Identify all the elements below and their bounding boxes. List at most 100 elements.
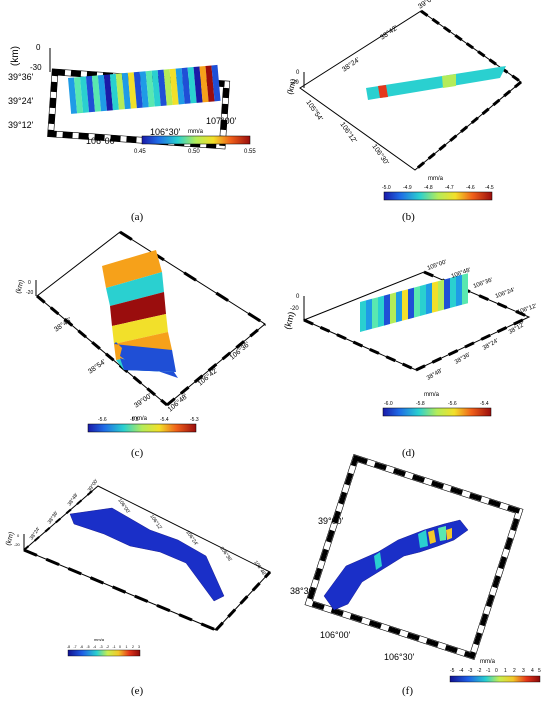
colorbar-d — [382, 407, 492, 417]
colorbar-tick-e-6: -2 — [106, 645, 109, 649]
fault-patch-d — [360, 300, 366, 332]
fault-patch-d — [378, 295, 384, 328]
colorbar-tick-f-4: -1 — [486, 668, 491, 674]
panel-f: 39°00' 38°30' 106°00' 106°30' mm/a -5 -4… — [290, 453, 541, 697]
map-frame-b — [299, 10, 522, 171]
fault-patch-a — [163, 69, 173, 106]
depth-axis-title-a: (km) — [10, 46, 21, 66]
depth-axis-title-c: (km) — [15, 279, 25, 294]
lon-label-f-1: 106°30' — [384, 652, 415, 662]
fault-patch-a — [79, 76, 90, 113]
colorbar-tick-f-10: 5 — [538, 668, 541, 674]
depth-tick-d-1: -20 — [290, 306, 299, 312]
fault-patch-c — [112, 314, 168, 344]
lat-label-a-1: 39°24' — [8, 96, 34, 106]
colorbar-tick-c-0: -5.6 — [98, 417, 107, 423]
fault-patch-d — [390, 292, 396, 324]
lon-label-f-0: 106°00' — [320, 630, 351, 640]
map-frame-c-ticks-3 — [119, 230, 266, 326]
map-frame-e — [23, 485, 271, 631]
panel-label-a: (a) — [131, 211, 144, 223]
fault-patch-a — [73, 76, 84, 114]
colorbar-a — [141, 135, 251, 145]
fault-patch-d — [366, 298, 372, 331]
fault-patch-a — [91, 75, 102, 112]
lon-label-d-2: 106°36' — [473, 277, 494, 290]
fault-patch-d — [438, 279, 444, 312]
colorbar-tick-a-2: 0.55 — [244, 149, 256, 155]
colorbar-f — [449, 675, 541, 683]
fault-patch-a — [193, 66, 203, 103]
fault-strip-b — [366, 66, 506, 100]
colorbar-tick-f-3: -2 — [477, 668, 482, 674]
fault-patch-a — [127, 72, 137, 109]
panel-label-e: (e) — [131, 685, 144, 697]
colorbar-tick-e-10: 2 — [132, 645, 134, 649]
colorbar-units-e: mm/a — [94, 637, 105, 642]
lon-label-b-2: 106°30' — [370, 143, 390, 167]
lon-label-e-1: 106°12' — [148, 514, 163, 531]
colorbar-tick-e-5: -3 — [100, 645, 103, 649]
fault-patch-d — [450, 276, 456, 308]
colorbar-tick-e-9: 1 — [126, 645, 128, 649]
lat-label-b-0: 39°00' — [417, 0, 438, 11]
colorbar-c — [87, 423, 197, 433]
depth-tick-a-1: -30 — [30, 63, 42, 72]
fault-patch-a — [115, 73, 125, 110]
colorbar-tick-f-1: -4 — [459, 668, 464, 674]
lon-label-d-3: 106°24' — [495, 287, 516, 300]
fault-patch-d — [456, 274, 462, 307]
fault-patch-f-2 — [428, 530, 436, 544]
colorbar-tick-e-0: -8 — [67, 645, 70, 649]
fault-patch-c — [102, 250, 162, 288]
lon-label-e-2: 106°24' — [184, 530, 199, 547]
fault-strip-b-red — [378, 85, 388, 98]
colorbar-tick-e-7: -1 — [113, 645, 116, 649]
fault-patch-d — [444, 278, 450, 310]
colorbar-tick-e-1: -7 — [74, 645, 77, 649]
fault-patch-a — [133, 71, 143, 109]
fault-patch-d — [408, 287, 414, 320]
depth-tick-b-0: 0 — [296, 70, 300, 76]
lat-label-e-2: 38°48' — [67, 492, 80, 507]
lon-label-a-1: 106°30' — [150, 127, 181, 137]
colorbar-units-a: mm/a — [188, 129, 204, 135]
panel-e: (km) 0 -20 38°24' 38°36' 38°48' 39°00' 1… — [5, 478, 272, 697]
map-frame-d-ticks — [303, 318, 417, 372]
fault-patch-d — [396, 290, 402, 323]
fault-patch-f-5 — [374, 552, 382, 570]
fault-patch-a — [145, 70, 155, 108]
map-frame-e-ticks-3 — [23, 485, 99, 551]
panel-d: (km) 0 -20 105°00' 106°48' 106°36' 106°2… — [282, 259, 537, 459]
fault-strip-e — [69, 507, 225, 602]
fault-patch-a — [97, 74, 108, 112]
fault-patch-d — [462, 273, 468, 305]
colorbar-tick-d-2: -5.6 — [448, 401, 457, 407]
fault-strip-b-yellow — [442, 74, 456, 88]
lat-label-c-2: 39°00' — [133, 392, 154, 410]
colorbar-tick-f-7: 2 — [513, 668, 516, 674]
lat-label-f-1: 38°30' — [290, 586, 316, 596]
fault-strip-a — [68, 64, 221, 114]
depth-tick-b-1: -20 — [290, 80, 299, 86]
fault-patch-a — [175, 68, 185, 105]
fault-patch-d — [414, 286, 420, 318]
colorbar-tick-b-3: -4.7 — [445, 185, 454, 191]
colorbar-ticks-f: -5 -4 -3 -2 -1 0 1 2 3 4 5 — [450, 668, 541, 674]
depth-axis-title-d: (km) — [282, 311, 296, 331]
depth-tick-a-0: 0 — [36, 43, 41, 52]
fault-patch-a — [85, 75, 96, 113]
map-frame-e-ticks — [23, 548, 217, 632]
colorbar-tick-e-4: -4 — [93, 645, 96, 649]
colorbar-tick-b-4: -4.6 — [466, 185, 475, 191]
colorbar-tick-c-3: -5.3 — [190, 417, 199, 423]
colorbar-tick-b-5: -4.5 — [485, 185, 494, 191]
fault-patch-c-base — [114, 342, 176, 372]
fault-patch-a — [187, 67, 197, 104]
depth-axis-title-b: (km) — [285, 77, 298, 95]
fault-patch-d — [384, 294, 390, 326]
fault-patch-d — [426, 282, 432, 315]
fault-patch-a — [169, 68, 179, 105]
lat-label-a-2: 39°12' — [8, 120, 34, 130]
